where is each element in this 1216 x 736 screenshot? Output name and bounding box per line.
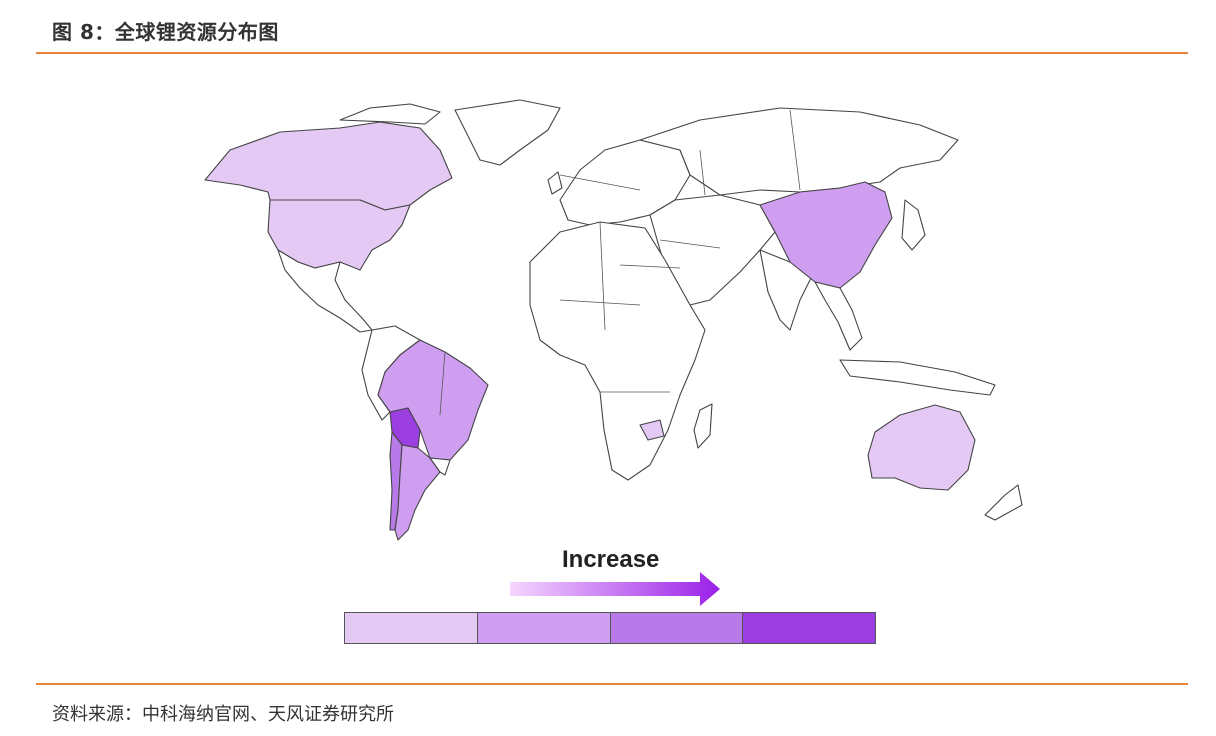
map-region-paraguay-uruguay [429,457,451,476]
map-region-europe [559,139,691,226]
legend-swatch [743,613,875,643]
increase-arrow [510,570,722,612]
map-region-china [759,181,893,289]
world-map [160,90,1040,554]
map-region-russia [639,107,959,196]
footer-divider [36,683,1188,685]
map-region-argentina [394,444,441,541]
map-region-greenland [454,99,561,166]
legend-swatch [477,613,611,643]
map-region-mexico [277,249,373,333]
legend-swatch [610,613,744,643]
map-region-canada [204,121,453,211]
map-region-australia [867,404,976,491]
legend-label: Increase [562,546,660,573]
source-note: 资料来源：中科海纳官网、天风证券研究所 [52,704,394,725]
map-region-uk [547,171,563,195]
map-region-africa [529,221,706,481]
legend-swatch [345,613,478,643]
map-region-arctic-islands [339,103,441,125]
map-region-southeast-asia [814,281,863,351]
header-divider [36,52,1188,54]
map-region-madagascar [693,403,713,449]
map-region-zimbabwe [639,419,665,441]
map-region-indonesia [839,359,996,396]
map-region-japan [901,199,926,251]
map-region-new-zealand [984,484,1023,521]
figure-title: 图 8：全球锂资源分布图 [52,20,279,44]
legend-color-scale [344,612,876,644]
